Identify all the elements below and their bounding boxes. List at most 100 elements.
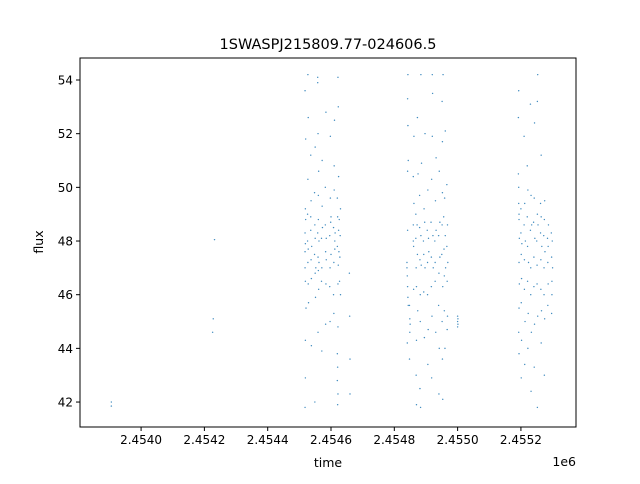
data-point [329,285,331,288]
data-point [324,186,327,189]
data-point [314,237,316,240]
data-point [530,224,533,226]
data-point [338,280,341,282]
data-point [424,132,426,135]
data-point [311,245,313,248]
data-point [329,267,331,269]
data-point [524,240,527,242]
y-tick-label: 50 [58,181,73,195]
data-point [337,283,339,285]
data-point [540,216,542,218]
data-point [442,73,444,76]
data-point [339,256,341,258]
data-point [426,261,429,264]
data-point [444,130,446,132]
data-point [408,304,411,307]
y-tick-label: 52 [58,127,73,141]
data-point [524,202,526,205]
data-point [314,296,317,299]
data-point [406,229,409,231]
data-point [444,234,446,237]
data-point [325,259,327,261]
data-point [543,318,546,320]
data-point [304,208,307,210]
data-point [423,208,425,210]
data-point [428,251,430,253]
data-point [336,353,339,355]
data-point [348,315,351,317]
data-point [321,350,323,352]
data-point [420,73,422,76]
data-point [407,124,409,127]
x-tick-label: 2.4544 [247,433,289,447]
data-point [526,165,528,167]
data-point [338,218,340,221]
data-point [427,189,429,191]
data-point [314,146,316,148]
data-point [550,256,553,258]
data-point [304,90,306,92]
y-axis: 42 44 46 48 50 52 54 [58,74,80,410]
data-point [540,154,542,156]
data-point [446,328,448,331]
data-point [304,280,307,282]
data-point [434,240,436,242]
data-point [446,224,449,226]
data-point [530,267,532,269]
data-point [524,363,526,366]
data-point [427,328,429,331]
data-point [530,294,532,296]
data-point [307,178,309,180]
data-point [318,261,320,264]
data-point [438,170,440,172]
data-point [337,264,339,266]
data-point [325,237,327,240]
data-point [426,229,428,231]
data-point [434,280,436,282]
data-point [317,132,319,135]
data-point [330,216,332,218]
plot-frame [79,57,577,428]
x-axis-label: time [314,455,343,470]
x-tick-label: 2.4546 [310,433,352,447]
data-point [457,318,459,320]
data-point [533,197,535,199]
data-point [536,240,538,242]
data-point [543,234,545,237]
data-point [518,213,520,215]
x-tick-label: 2.4552 [500,433,542,447]
data-point [540,259,542,261]
data-point [536,264,538,266]
data-point [307,73,309,76]
data-point [416,224,418,226]
data-point [551,294,553,296]
data-point [532,221,535,223]
data-point [306,213,309,215]
data-point [426,294,429,296]
data-point [415,404,418,406]
data-point [518,202,520,205]
data-point [437,304,440,307]
data-point [518,261,520,264]
data-point [314,224,316,226]
data-point [407,73,409,76]
data-point [409,331,411,333]
data-point [317,76,319,79]
data-point [307,248,309,250]
data-point [435,157,437,159]
data-point [540,310,543,312]
data-point [551,267,554,269]
data-point [406,261,408,264]
data-point [412,175,414,178]
data-point [420,162,423,164]
data-point [432,267,434,269]
data-point [447,261,449,264]
data-point [418,194,421,197]
data-point [337,76,339,79]
data-point [526,216,528,218]
data-point [442,216,445,218]
data-point [317,170,320,172]
data-point [517,173,520,175]
data-point [406,342,408,344]
